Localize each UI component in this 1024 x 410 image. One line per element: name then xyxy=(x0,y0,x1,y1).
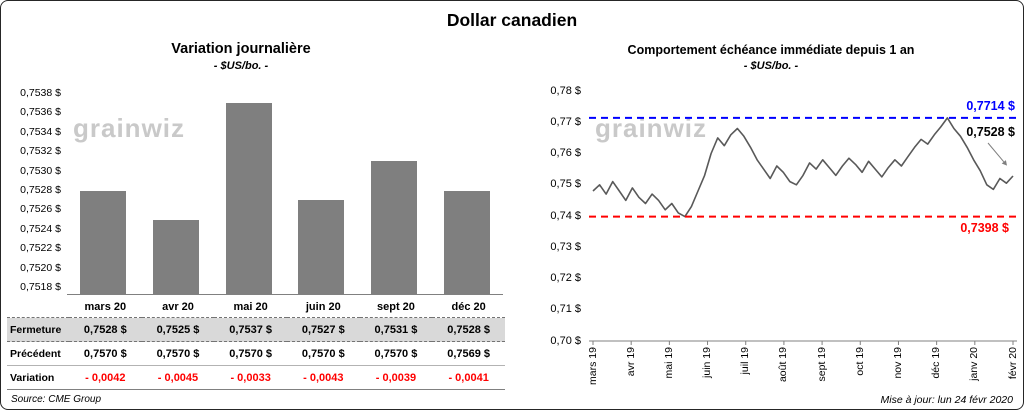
month-header: déc 20 xyxy=(451,301,486,313)
bar-avr-20 xyxy=(153,219,199,294)
low-value-label: 0,7398 $ xyxy=(960,221,1009,235)
bar-y-tick-label: 0,7532 $ xyxy=(20,145,61,158)
table-cell: - 0,0033 xyxy=(214,365,287,390)
table-cell: 0,7570 $ xyxy=(359,341,433,366)
bar-chart-title: Variation journalière xyxy=(171,41,311,57)
table-cell: 0,7525 $ xyxy=(141,317,215,342)
last-value-label: 0,7528 $ xyxy=(966,125,1015,139)
table-cell: 0,7570 $ xyxy=(214,341,287,366)
bar-déc-20 xyxy=(443,190,490,294)
line-x-tick-label: sept 19 xyxy=(815,347,828,382)
bar-y-tick-label: 0,7522 $ xyxy=(20,242,61,255)
table-cell: 0,7570 $ xyxy=(141,341,215,366)
line-y-tick-label: 0,72 $ xyxy=(550,272,581,284)
table-cell: 0,7570 $ xyxy=(286,341,360,366)
bar-y-tick-label: 0,7524 $ xyxy=(20,222,61,235)
table-row-fermeture: Fermeture 0,7528 $0,7525 $0,7537 $0,7527 … xyxy=(7,317,505,342)
table-cell: - 0,0045 xyxy=(141,365,215,390)
line-y-tick-label: 0,73 $ xyxy=(550,240,581,253)
page-title: Dollar canadien xyxy=(446,10,578,30)
bar-y-tick-label: 0,7536 $ xyxy=(20,106,61,119)
bar-y-tick-label: 0,7530 $ xyxy=(20,164,61,177)
line-x-tick-label: oct 19 xyxy=(853,347,866,376)
line-x-tick-label: nov 19 xyxy=(891,347,904,379)
monthly-data-table: mars 20 avr 20 mai 20 juin 20 sept 20 déc 20 F… xyxy=(7,297,505,390)
table-cell: 0,7569 $ xyxy=(432,341,505,366)
table-cell: 0,7528 $ xyxy=(432,317,505,342)
line-y-tick-label: 0,78 $ xyxy=(550,84,581,97)
line-y-tick-label: 0,75 $ xyxy=(550,178,581,191)
table-cell: - 0,0042 xyxy=(69,365,142,390)
table-cell: 0,7531 $ xyxy=(359,317,433,342)
month-header-row: mars 20 avr 20 mai 20 juin 20 sept 20 déc 20 xyxy=(7,297,505,318)
bar-y-tick-label: 0,7526 $ xyxy=(20,203,61,216)
line-x-tick-label: août 19 xyxy=(777,347,790,383)
bar-chart-subtitle: - $US/bo. - xyxy=(213,60,269,72)
high-value-label: 0,7714 $ xyxy=(966,99,1015,113)
line-y-tick-label: 0,76 $ xyxy=(550,147,581,159)
line-chart-subtitle: - $US/bo. - xyxy=(743,60,799,72)
bar-mai-20 xyxy=(225,103,272,294)
bar-y-tick-label: 0,7520 $ xyxy=(20,261,61,274)
line-x-tick-label: juin 19 xyxy=(701,347,714,378)
bar-juin-20 xyxy=(298,200,345,294)
month-header: mai 20 xyxy=(233,301,268,313)
grainwiz-watermark: grainwiz xyxy=(73,113,186,143)
source-note: Source: CME Group xyxy=(11,394,102,405)
corner-cell xyxy=(7,297,69,318)
line-x-tick-label: avr 19 xyxy=(624,347,637,377)
row-label: Précédent xyxy=(7,341,69,366)
line-y-tick-label: 0,77 $ xyxy=(550,115,581,128)
line-x-tick-label: janv 20 xyxy=(968,347,981,381)
line-x-tick-label: févr 20 xyxy=(1006,347,1019,380)
month-header: sept 20 xyxy=(376,301,415,313)
table-row-variation: Variation - 0,0042- 0,0045- 0,0033- 0,004… xyxy=(7,365,505,390)
bar-mars-20 xyxy=(80,190,127,294)
table-cell: - 0,0041 xyxy=(432,365,505,390)
bar-sept-20 xyxy=(371,161,417,294)
update-note: Mise à jour: lun 24 févr 2020 xyxy=(880,394,1014,406)
bar-y-tick-label: 0,7528 $ xyxy=(20,184,61,196)
table-cell: - 0,0043 xyxy=(286,365,360,390)
month-header: avr 20 xyxy=(162,301,194,313)
bar-y-tick-label: 0,7538 $ xyxy=(20,87,61,99)
month-header: juin 20 xyxy=(305,301,341,313)
table-row-précédent: Précédent 0,7570 $0,7570 $0,7570 $0,7570 … xyxy=(7,341,505,366)
table-cell: 0,7570 $ xyxy=(69,341,142,366)
month-header: mars 20 xyxy=(84,301,127,313)
line-y-tick-label: 0,70 $ xyxy=(550,334,581,347)
table-cell: - 0,0039 xyxy=(359,365,433,390)
table-cell: 0,7528 $ xyxy=(69,317,142,342)
bar-y-tick-label: 0,7518 $ xyxy=(20,281,61,293)
bar-plot-area xyxy=(67,87,503,295)
line-x-tick-label: mai 19 xyxy=(662,347,675,379)
row-label: Fermeture xyxy=(7,317,69,342)
line-x-tick-label: mars 19 xyxy=(586,347,599,385)
line-x-tick-label: juil 19 xyxy=(739,347,752,375)
table-cell: 0,7527 $ xyxy=(286,317,360,342)
line-chart-plot xyxy=(589,116,1017,345)
line-y-tick-label: 0,74 $ xyxy=(550,209,581,222)
bar-y-tick-label: 0,7534 $ xyxy=(20,125,61,138)
line-x-tick-label: déc 19 xyxy=(930,347,943,379)
line-y-tick-label: 0,71 $ xyxy=(550,303,581,316)
table-cell: 0,7537 $ xyxy=(214,317,287,342)
line-chart-title: Comportement échéance immédiate depuis 1… xyxy=(627,43,915,57)
row-label: Variation xyxy=(7,365,69,390)
